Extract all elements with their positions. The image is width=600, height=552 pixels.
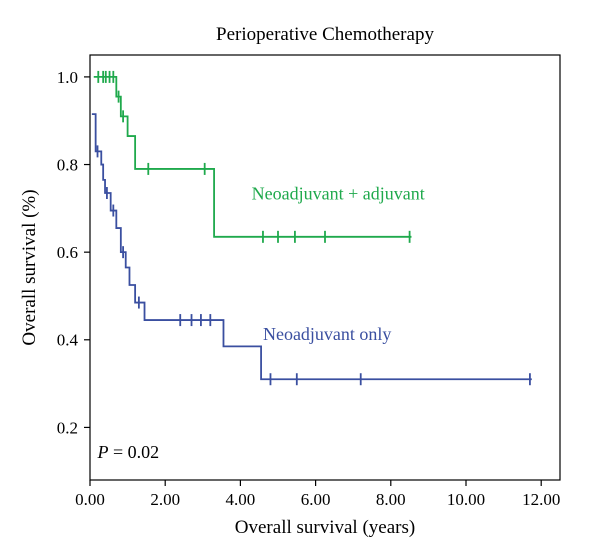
y-axis-label: Overall survival (%)	[19, 189, 40, 345]
x-tick-label: 0.00	[75, 490, 105, 509]
plot-frame	[90, 55, 560, 480]
series-line-neoadjuvant_adjuvant	[94, 77, 412, 237]
p-value: P = 0.02	[97, 442, 160, 462]
x-axis-label: Overall survival (years)	[235, 517, 415, 538]
x-tick-label: 2.00	[150, 490, 180, 509]
x-tick-label: 4.00	[226, 490, 256, 509]
chart-title: Perioperative Chemotherapy	[216, 24, 434, 45]
y-tick-label: 0.6	[57, 243, 78, 262]
y-tick-label: 0.4	[57, 331, 79, 350]
km-chart: 0.00 2.00 4.00 6.00 8.00 10.00 12.00 0.2 0.4 0.6 0…	[0, 0, 600, 552]
km-svg: 0.00 2.00 4.00 6.00 8.00 10.00 12.00 0.2 0.4 0.6 0…	[0, 0, 600, 552]
x-tick-label: 10.00	[447, 490, 485, 509]
y-tick-label: 1.0	[57, 68, 78, 87]
y-tick-label: 0.2	[57, 418, 78, 437]
y-tick-label: 0.8	[57, 155, 78, 174]
series-label-neoadjuvant_only: Neoadjuvant only	[263, 324, 391, 344]
x-tick-label: 8.00	[376, 490, 406, 509]
x-tick-label: 6.00	[301, 490, 331, 509]
series-label-neoadjuvant_adjuvant: Neoadjuvant + adjuvant	[252, 184, 425, 204]
x-tick-label: 12.00	[522, 490, 560, 509]
